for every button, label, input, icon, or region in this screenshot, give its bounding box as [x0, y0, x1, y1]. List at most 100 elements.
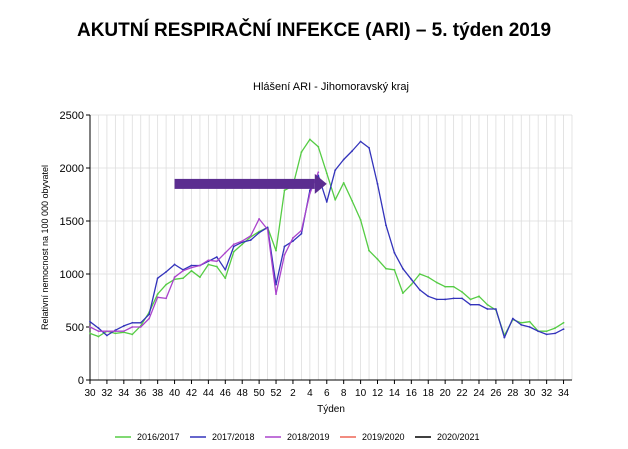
- data-point-2017-2018: [452, 297, 455, 300]
- data-point-2016-2017: [401, 292, 404, 294]
- data-point-2018-2019: [148, 317, 151, 320]
- y-tick-label: 500: [66, 322, 84, 334]
- data-point-2018-2019: [300, 229, 303, 232]
- y-tick-label: 1500: [60, 216, 84, 228]
- data-point-2017-2018: [554, 332, 556, 335]
- data-point-2018-2019: [266, 228, 269, 231]
- data-point-2018-2019: [249, 234, 252, 237]
- data-point-2017-2018: [385, 224, 387, 227]
- data-point-2017-2018: [173, 263, 176, 266]
- y-tick-label: 1000: [60, 269, 84, 281]
- data-point-2017-2018: [410, 278, 413, 281]
- data-point-2017-2018: [224, 268, 227, 271]
- data-point-2017-2018: [520, 323, 523, 326]
- x-tick-label: 2: [290, 388, 296, 399]
- data-point-2017-2018: [232, 245, 235, 248]
- data-point-2017-2018: [342, 158, 345, 161]
- x-tick-label: 20: [440, 388, 452, 399]
- data-point-2017-2018: [122, 325, 125, 327]
- data-point-2016-2017: [190, 269, 193, 272]
- data-point-2016-2017: [114, 332, 117, 335]
- data-point-2017-2018: [528, 326, 531, 328]
- data-point-2017-2018: [486, 308, 489, 310]
- data-point-2016-2017: [97, 335, 100, 338]
- data-point-2018-2019: [190, 266, 193, 269]
- data-point-2016-2017: [418, 273, 421, 275]
- y-tick-label: 0: [78, 375, 84, 387]
- x-tick-label: 26: [490, 388, 502, 399]
- x-tick-label: 16: [406, 388, 418, 399]
- data-point-2016-2017: [89, 332, 91, 335]
- legend-label: 2020/2021: [437, 432, 480, 442]
- data-point-2017-2018: [190, 264, 193, 267]
- page-headline: AKUTNÍ RESPIRAČNÍ INFEKCE (ARI) – 5. týd…: [76, 20, 552, 41]
- x-tick-label: 24: [473, 388, 485, 399]
- data-point-2016-2017: [351, 199, 354, 202]
- data-point-2017-2018: [418, 289, 421, 291]
- data-point-2017-2018: [89, 320, 91, 323]
- data-point-2017-2018: [359, 140, 362, 143]
- data-point-2017-2018: [469, 303, 472, 306]
- data-point-2016-2017: [562, 321, 565, 324]
- data-point-2016-2017: [478, 295, 480, 298]
- x-tick-label: 6: [324, 388, 330, 399]
- data-point-2018-2019: [275, 293, 277, 296]
- y-tick-label: 2500: [60, 110, 84, 122]
- x-tick-label: 12: [372, 388, 384, 399]
- data-point-2017-2018: [106, 334, 108, 337]
- data-point-2016-2017: [444, 285, 447, 288]
- x-tick-label: 50: [254, 388, 266, 399]
- x-tick-label: 22: [457, 388, 469, 399]
- data-point-2016-2017: [317, 145, 320, 148]
- data-point-2016-2017: [461, 291, 463, 293]
- x-tick-label: 42: [186, 388, 198, 399]
- data-point-2016-2017: [342, 181, 345, 184]
- data-point-2016-2017: [427, 276, 430, 279]
- data-point-2018-2019: [258, 217, 261, 220]
- x-tick-label: 52: [270, 388, 282, 399]
- data-point-2017-2018: [503, 336, 506, 339]
- data-point-2017-2018: [215, 256, 218, 258]
- annotation-arrow-head: [314, 173, 327, 194]
- x-tick-label: 4: [307, 388, 313, 399]
- data-point-2018-2019: [224, 251, 227, 254]
- data-point-2018-2019: [97, 330, 100, 333]
- x-tick-label: 48: [237, 388, 249, 399]
- data-point-2018-2019: [165, 297, 168, 300]
- data-point-2017-2018: [156, 277, 159, 280]
- x-tick-label: 14: [389, 388, 401, 399]
- data-point-2017-2018: [427, 295, 430, 298]
- data-point-2016-2017: [435, 281, 438, 284]
- data-point-2017-2018: [376, 183, 379, 185]
- data-point-2016-2017: [131, 333, 134, 336]
- data-point-2017-2018: [283, 245, 286, 248]
- data-point-2017-2018: [275, 283, 277, 286]
- data-point-2016-2017: [241, 243, 244, 246]
- data-point-2018-2019: [199, 264, 201, 267]
- x-tick-label: 32: [541, 388, 553, 399]
- data-point-2018-2019: [114, 330, 117, 333]
- data-point-2018-2019: [156, 296, 159, 299]
- data-point-2016-2017: [215, 265, 218, 268]
- data-point-2016-2017: [232, 250, 235, 253]
- data-point-2016-2017: [376, 258, 379, 261]
- data-point-2017-2018: [165, 270, 168, 273]
- data-point-2017-2018: [393, 251, 396, 254]
- legend-label: 2018/2019: [287, 432, 330, 442]
- data-point-2018-2019: [173, 276, 176, 279]
- x-tick-label: 28: [507, 388, 519, 399]
- x-tick-label: 46: [220, 388, 232, 399]
- data-point-2016-2017: [182, 277, 184, 280]
- data-point-2016-2017: [334, 198, 337, 201]
- y-axis-label: Relativní nemocnost na 100 000 obyvatel: [40, 165, 50, 330]
- data-point-2017-2018: [537, 330, 540, 333]
- x-tick-label: 34: [118, 388, 130, 399]
- data-point-2017-2018: [148, 313, 151, 316]
- data-point-2018-2019: [292, 237, 294, 239]
- data-point-2016-2017: [224, 277, 227, 280]
- legend-label: 2017/2018: [212, 432, 255, 442]
- x-tick-label: 30: [524, 388, 536, 399]
- data-point-2018-2019: [232, 243, 235, 246]
- data-point-2016-2017: [156, 293, 159, 296]
